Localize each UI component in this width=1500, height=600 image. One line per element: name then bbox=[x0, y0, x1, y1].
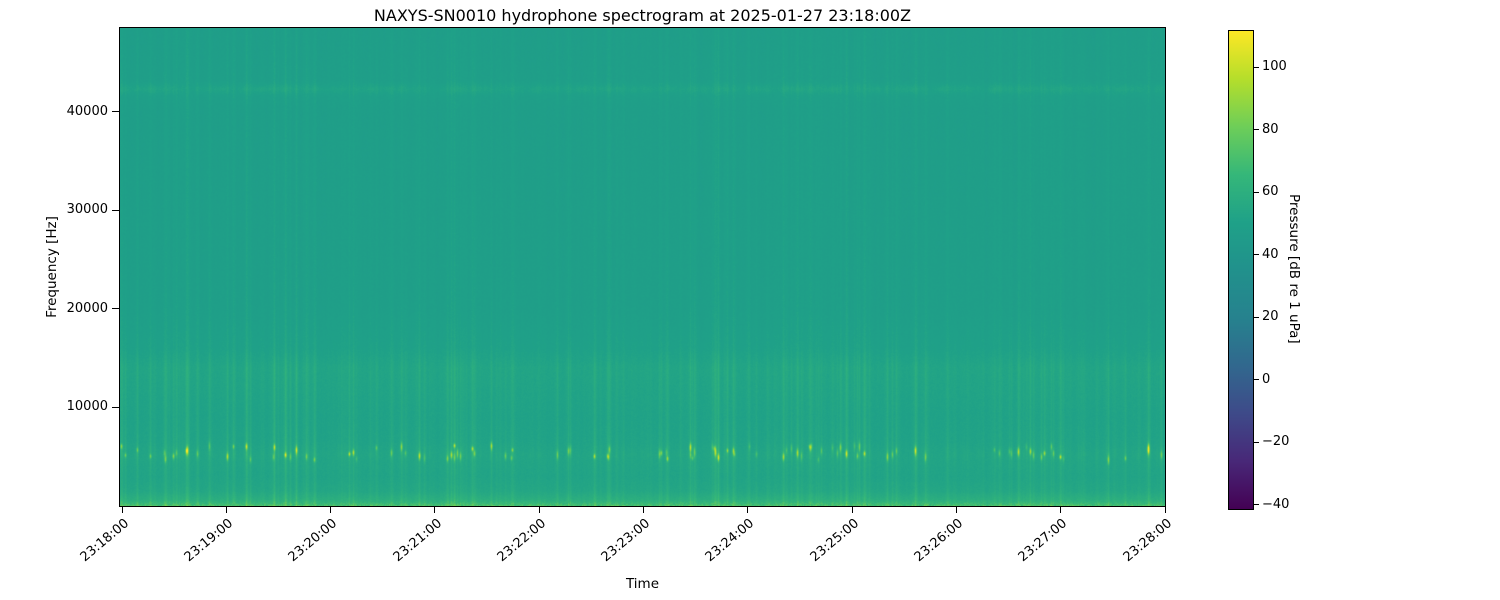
colorbar-tick-mark bbox=[1253, 254, 1259, 256]
y-tick-mark bbox=[112, 406, 119, 408]
colorbar-tick-mark bbox=[1253, 379, 1259, 381]
colorbar-tick-label: −20 bbox=[1262, 434, 1290, 450]
chart-title: NAXYS-SN0010 hydrophone spectrogram at 2… bbox=[373, 6, 912, 25]
colorbar-tick-mark bbox=[1253, 66, 1259, 68]
x-tick-label: 23:28:00 bbox=[1120, 516, 1175, 566]
x-tick-mark bbox=[225, 506, 227, 513]
x-tick-mark bbox=[538, 506, 540, 513]
colorbar-tick-label: 100 bbox=[1262, 59, 1287, 75]
colorbar-tick-mark bbox=[1253, 191, 1259, 193]
colorbar-tick-label: 40 bbox=[1262, 246, 1279, 262]
y-tick-mark bbox=[112, 209, 119, 211]
x-tick-mark bbox=[1164, 506, 1166, 513]
colorbar-tick-mark bbox=[1253, 504, 1259, 506]
plot-area bbox=[119, 27, 1166, 507]
x-tick-mark bbox=[434, 506, 436, 513]
x-tick-mark bbox=[1060, 506, 1062, 513]
y-tick-label: 20000 bbox=[66, 300, 108, 316]
colorbar-tick-label: −40 bbox=[1262, 496, 1290, 512]
colorbar-tick-label: 60 bbox=[1262, 184, 1279, 200]
x-tick-mark bbox=[643, 506, 644, 513]
y-tick-label: 40000 bbox=[66, 103, 108, 119]
colorbar-tick-label: 0 bbox=[1262, 371, 1271, 387]
y-tick-label: 10000 bbox=[66, 399, 108, 415]
colorbar-tick-mark bbox=[1253, 316, 1259, 318]
x-tick-mark bbox=[330, 506, 332, 513]
x-tick-mark bbox=[851, 506, 853, 513]
colorbar-label: Pressure [dB re 1 uPa] bbox=[1286, 194, 1302, 344]
colorbar bbox=[1228, 30, 1254, 510]
spectrogram-image bbox=[120, 28, 1165, 506]
colorbar-tick-mark bbox=[1253, 129, 1259, 131]
x-tick-mark bbox=[747, 506, 749, 513]
x-tick-mark bbox=[121, 506, 123, 513]
x-tick-mark bbox=[955, 506, 957, 513]
colorbar-tick-label: 80 bbox=[1262, 121, 1279, 137]
y-axis-label: Frequency [Hz] bbox=[44, 216, 60, 318]
y-tick-mark bbox=[112, 111, 119, 113]
colorbar-tick-label: 20 bbox=[1262, 309, 1279, 325]
colorbar-tick-mark bbox=[1253, 441, 1259, 443]
y-tick-label: 30000 bbox=[66, 202, 108, 218]
y-tick-mark bbox=[112, 308, 119, 310]
x-axis-label: Time bbox=[625, 576, 660, 592]
